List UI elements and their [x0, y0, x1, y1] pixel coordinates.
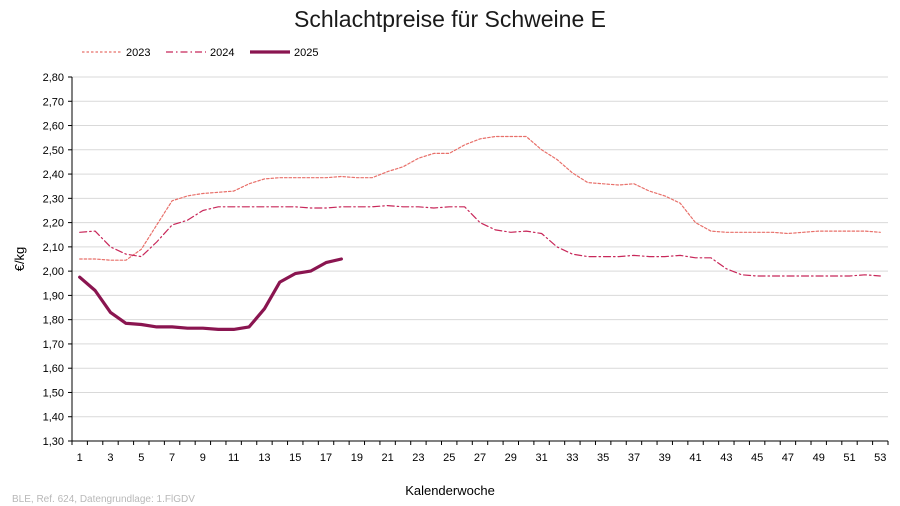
x-tick-label: 35	[597, 452, 609, 464]
x-tick-label: 39	[659, 452, 671, 464]
x-tick-label: 31	[535, 452, 547, 464]
x-tick-label: 51	[843, 452, 855, 464]
series-line-2025	[78, 257, 343, 331]
y-tick-label: 2,20	[43, 218, 64, 230]
y-tick-label: 1,50	[43, 387, 64, 399]
x-tick-label: 23	[412, 452, 424, 464]
source-footnote: BLE, Ref. 624, Datengrundlage: 1.FlGDV	[12, 494, 195, 505]
x-tick-label: 25	[443, 452, 455, 464]
y-tick-label: 1,60	[43, 363, 64, 375]
x-tick-label: 17	[320, 452, 332, 464]
x-tick-label: 27	[474, 452, 486, 464]
legend-label-2025: 2025	[294, 47, 318, 59]
y-tick-label: 1,90	[43, 290, 64, 302]
y-tick-label: 1,40	[43, 412, 64, 424]
x-tick-label: 47	[782, 452, 794, 464]
y-tick-label: 2,60	[43, 121, 64, 133]
x-tick-label: 53	[874, 452, 886, 464]
x-tick-label: 49	[813, 452, 825, 464]
x-tick-label: 33	[566, 452, 578, 464]
y-tick-label: 2,80	[43, 72, 64, 84]
x-tick-label: 7	[169, 452, 175, 464]
x-tick-label: 9	[200, 452, 206, 464]
y-tick-label: 2,40	[43, 169, 64, 181]
gridlines	[72, 76, 888, 418]
x-tick-label: 5	[138, 452, 144, 464]
series-lines	[78, 135, 881, 331]
chart-title: Schlachtpreise für Schweine E	[294, 6, 606, 32]
y-tick-label: 2,10	[43, 242, 64, 254]
axes: 1,30 1,40 1,50 1,60 1,70 1,80 1,90 2,00 2,10 2,20…	[43, 72, 889, 464]
x-tick-label: 13	[258, 452, 270, 464]
x-tick-label: 37	[628, 452, 640, 464]
y-tick-label: 2,00	[43, 266, 64, 278]
y-tick-label: 2,70	[43, 96, 64, 108]
legend-label-2024: 2024	[210, 47, 234, 59]
x-tick-label: 29	[505, 452, 517, 464]
series-line-2023	[79, 135, 881, 261]
x-tick-label: 19	[351, 452, 363, 464]
x-tick-label: 15	[289, 452, 301, 464]
x-tick-label: 43	[720, 452, 732, 464]
y-tick-label: 1,80	[43, 315, 64, 327]
legend: 2023 2024 2025	[82, 47, 318, 59]
series-line-2024	[79, 205, 881, 277]
x-tick-label: 11	[228, 452, 239, 464]
x-axis-title: Kalenderwoche	[405, 483, 495, 498]
x-tick-label: 3	[107, 452, 113, 464]
x-tick-label: 21	[381, 452, 393, 464]
x-tick-label: 45	[751, 452, 763, 464]
y-tick-label: 1,30	[43, 436, 64, 448]
y-tick-label: 1,70	[43, 339, 64, 351]
y-tick-label: 2,50	[43, 145, 64, 157]
legend-label-2023: 2023	[126, 47, 150, 59]
x-tick-label: 1	[77, 452, 83, 464]
x-tick-label: 41	[689, 452, 701, 464]
y-axis-title: €/kg	[12, 247, 27, 272]
y-tick-label: 2,30	[43, 193, 64, 205]
